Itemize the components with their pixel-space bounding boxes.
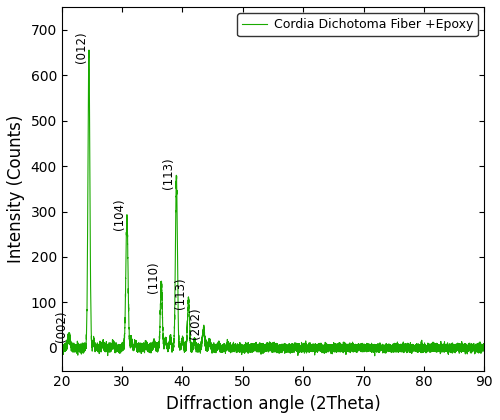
Cordia Dichotoma Fiber +Epoxy [440, 341, 446, 346]
Cordia Dichotoma Fiber +Epoxy [154, 349, 160, 354]
Cordia Dichotoma Fiber +Epoxy [218, 343, 224, 348]
Line: Cordia Dichotoma Fiber +Epoxy: Cordia Dichotoma Fiber +Epoxy [62, 50, 484, 356]
Legend: Cordia Dichotoma Fiber +Epoxy: Cordia Dichotoma Fiber +Epoxy [238, 13, 478, 36]
Text: (113): (113) [162, 157, 175, 189]
Text: (202): (202) [190, 307, 202, 339]
Cordia Dichotoma Fiber +Epoxy [481, 345, 487, 350]
Text: (110): (110) [147, 262, 160, 293]
Cordia Dichotoma Fiber +Epoxy [157, 308, 163, 313]
Text: (002): (002) [55, 310, 68, 342]
Text: (012): (012) [74, 31, 88, 63]
Cordia Dichotoma Fiber +Epoxy [58, 346, 64, 351]
Y-axis label: Intensity (Counts): Intensity (Counts) [7, 115, 25, 263]
Cordia Dichotoma Fiber +Epoxy [126, 307, 132, 312]
Text: (113): (113) [174, 278, 188, 309]
Cordia Dichotoma Fiber +Epoxy [372, 353, 378, 358]
Text: (104): (104) [112, 198, 126, 230]
Cordia Dichotoma Fiber +Epoxy [155, 346, 161, 351]
X-axis label: Diffraction angle (2Theta): Diffraction angle (2Theta) [166, 395, 380, 413]
Cordia Dichotoma Fiber +Epoxy [86, 47, 92, 52]
